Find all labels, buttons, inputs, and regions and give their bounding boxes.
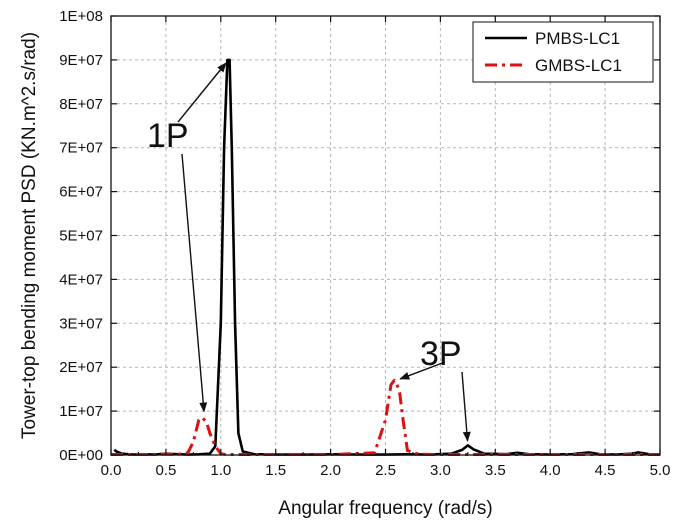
annotation-arrow bbox=[461, 371, 471, 442]
annotation-3p: 3P bbox=[420, 335, 462, 373]
legend-box bbox=[472, 21, 654, 83]
annotation-arrow bbox=[177, 62, 227, 123]
x-axis-title: Angular frequency (rad/s) bbox=[278, 498, 492, 519]
annotation-1p: 1P bbox=[147, 117, 189, 155]
x-tick-label: 5.0 bbox=[650, 462, 671, 479]
x-tick-label: 3.5 bbox=[485, 462, 506, 479]
y-tick-label: 9E+07 bbox=[59, 52, 103, 69]
x-tick-label: 2.0 bbox=[320, 462, 341, 479]
x-tick-label: 4.0 bbox=[540, 462, 561, 479]
annotations: 1P 3P bbox=[147, 62, 471, 442]
y-tick-label: 3E+07 bbox=[59, 315, 103, 332]
x-tick-label: 0.0 bbox=[101, 462, 122, 479]
x-tick-label: 1.5 bbox=[265, 462, 286, 479]
legend-label-gmbs-lc1: GMBS-LC1 bbox=[535, 56, 622, 75]
x-tick-label: 2.5 bbox=[375, 462, 396, 479]
axis-ticks bbox=[110, 15, 661, 456]
legend: PMBS-LC1 GMBS-LC1 bbox=[472, 21, 654, 83]
annotation-arrow bbox=[399, 361, 446, 380]
x-tick-labels: 0.0 0.5 1.0 1.5 2.0 2.5 3.0 3.5 4.0 4.5 5.0 bbox=[101, 462, 671, 479]
y-tick-labels: 0E+00 1E+07 2E+07 3E+07 4E+07 5E+07 6E+07 7E+07… bbox=[59, 8, 103, 464]
y-tick-label: 7E+07 bbox=[59, 140, 103, 157]
x-tick-label: 4.5 bbox=[595, 462, 616, 479]
y-axis-title: Tower-top bending moment PSD (KN.m^2.s/r… bbox=[19, 32, 40, 439]
x-tick-label: 0.5 bbox=[155, 462, 176, 479]
x-tick-label: 3.0 bbox=[430, 462, 451, 479]
annotation-arrow bbox=[181, 153, 208, 413]
y-tick-label: 5E+07 bbox=[59, 228, 103, 245]
series-line-gmbs-lc1 bbox=[111, 378, 660, 457]
y-tick-label: 1E+08 bbox=[59, 8, 103, 25]
y-tick-label: 4E+07 bbox=[59, 271, 103, 288]
y-tick-label: 2E+07 bbox=[59, 359, 103, 376]
y-tick-label: 0E+00 bbox=[59, 447, 103, 464]
grid-lines bbox=[111, 16, 660, 455]
x-tick-label: 1.0 bbox=[210, 462, 231, 479]
legend-label-pmbs-lc1: PMBS-LC1 bbox=[535, 29, 620, 48]
y-tick-label: 8E+07 bbox=[59, 96, 103, 113]
y-tick-label: 1E+07 bbox=[59, 403, 103, 420]
y-tick-label: 6E+07 bbox=[59, 184, 103, 201]
